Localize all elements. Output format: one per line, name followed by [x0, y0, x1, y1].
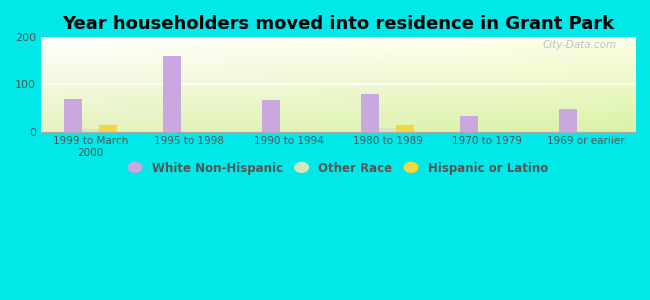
Bar [82, 129, 99, 131]
Bar [162, 56, 181, 131]
Bar [460, 116, 478, 131]
Bar [99, 125, 117, 131]
Text: City-Data.com: City-Data.com [543, 40, 618, 50]
Bar [378, 128, 396, 131]
Legend: White Non-Hispanic, Other Race, Hispanic or Latino: White Non-Hispanic, Other Race, Hispanic… [125, 158, 551, 178]
Bar [64, 99, 82, 131]
Bar [396, 125, 414, 131]
Bar [361, 94, 378, 131]
Bar [262, 100, 279, 131]
Bar [559, 109, 577, 131]
Title: Year householders moved into residence in Grant Park: Year householders moved into residence i… [62, 15, 614, 33]
